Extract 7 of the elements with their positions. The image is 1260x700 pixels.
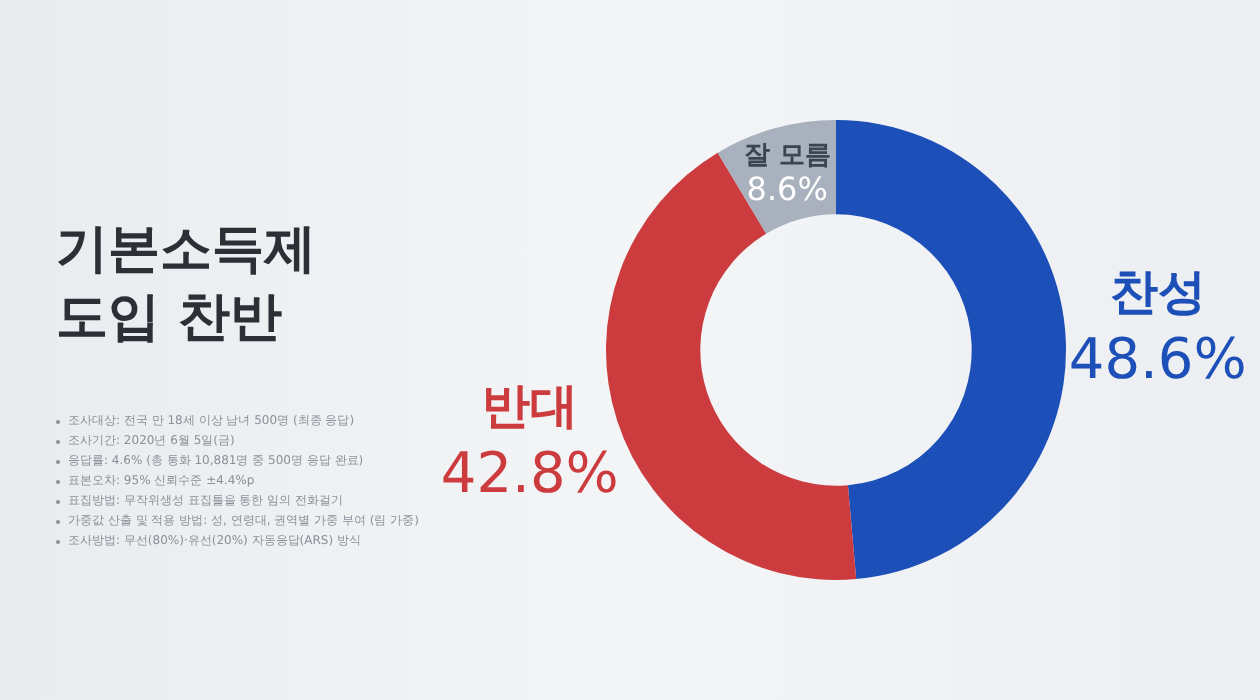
data-label: 42.8% [440,440,619,507]
text: 기본소득제 도입 찬반 [56,218,316,352]
slice-label: 반대 [481,377,578,434]
data-label: 48.6% [1068,326,1247,393]
data-label: 8.6% [746,170,828,209]
slice-label: 잘 모름 [743,140,831,171]
slice-label: 찬성 [1109,264,1206,321]
